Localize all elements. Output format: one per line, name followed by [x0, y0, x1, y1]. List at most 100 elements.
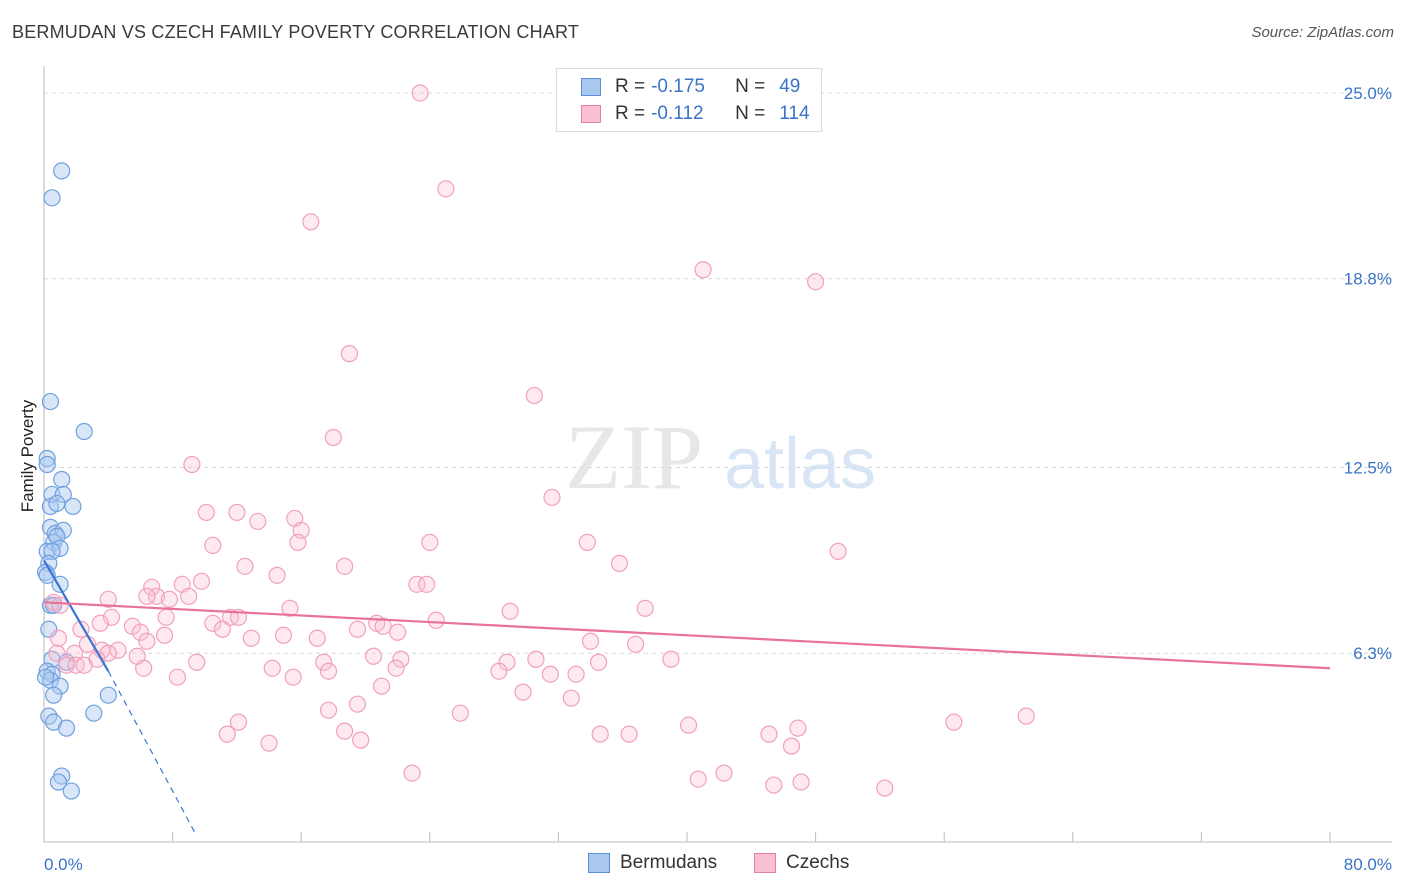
czech-point: [236, 557, 254, 575]
czech-point: [99, 590, 117, 608]
bermudan-point: [43, 189, 61, 207]
czech-point: [289, 533, 307, 551]
czech-point: [75, 656, 93, 674]
czech-point: [792, 773, 810, 791]
bermudan-point: [99, 686, 117, 704]
czech-point: [228, 503, 246, 522]
r-value: -0.175: [651, 76, 705, 97]
n-label: N =: [735, 76, 766, 97]
n-label: N =: [735, 103, 766, 124]
czech-point: [578, 533, 596, 551]
czech-point: [319, 662, 338, 680]
czech-point: [72, 620, 90, 638]
bermudan-point: [37, 668, 55, 686]
czech-point: [680, 716, 698, 734]
czech-point: [417, 575, 436, 593]
czech-point: [197, 503, 215, 522]
czech-point: [789, 719, 807, 737]
czech-point: [324, 428, 342, 447]
czech-point: [567, 665, 585, 683]
czech-point: [315, 653, 333, 671]
czech-point: [562, 689, 580, 707]
czech-point: [689, 770, 707, 788]
legend-item-bermudans[interactable]: Bermudans: [588, 852, 717, 874]
czech-point: [782, 737, 801, 755]
czech-point: [610, 554, 629, 572]
legend-item-czechs[interactable]: Czechs: [754, 852, 849, 874]
bermudan-trend-extension: [107, 670, 196, 834]
czech-point: [352, 731, 370, 749]
czech-point: [348, 620, 367, 638]
czech-point: [268, 566, 286, 584]
czech-point: [242, 629, 260, 647]
czech-point: [760, 725, 778, 743]
czech-point: [589, 653, 608, 671]
r-label: R =: [615, 103, 646, 124]
czech-point: [138, 587, 156, 605]
legend-row-bermudans: R = -0.175 N = 49: [581, 74, 800, 100]
czech-point: [543, 488, 561, 507]
czech-point: [336, 557, 354, 575]
legend-label: Bermudans: [620, 852, 718, 873]
czech-point: [715, 764, 733, 782]
bermudan-point: [75, 422, 93, 441]
czech-point: [135, 659, 153, 677]
bermudan-point: [38, 449, 56, 468]
czech-point: [527, 650, 545, 668]
czech-point: [57, 656, 76, 674]
bermudan-point: [64, 497, 82, 516]
czech-point: [260, 734, 278, 752]
bermudan-point: [85, 704, 103, 722]
r-label: R =: [615, 76, 646, 97]
bermudan-point: [38, 455, 56, 474]
czech-point: [392, 650, 410, 668]
legend-swatch-blue: [581, 78, 601, 96]
czech-point: [138, 632, 156, 650]
czech-trend-line: [43, 601, 1331, 670]
n-value: 114: [779, 103, 810, 124]
correlation-legend: R = -0.175 N = 49 R = -0.112 N = 114: [556, 68, 822, 132]
bermudan-point: [48, 494, 66, 513]
bermudan-point: [51, 677, 69, 695]
y-tick-label: 18.8%: [1344, 270, 1392, 289]
bermudan-point: [45, 686, 63, 704]
czech-point: [694, 261, 712, 279]
czech-point: [427, 611, 445, 629]
czech-point: [218, 725, 236, 743]
czech-point: [364, 647, 383, 665]
czech-point: [501, 602, 519, 620]
series-legend: Bermudans Czechs: [0, 852, 1406, 878]
x-tick-label: 0.0%: [44, 855, 83, 874]
czech-point: [541, 665, 559, 683]
source-label: Source: ZipAtlas.com: [1251, 24, 1394, 41]
czech-point: [49, 629, 68, 647]
bermudan-point: [49, 773, 68, 791]
y-tick-label: 25.0%: [1344, 84, 1392, 103]
czech-point: [421, 533, 439, 551]
bermudan-point: [54, 521, 72, 540]
czech-point: [183, 455, 201, 474]
czech-point: [319, 701, 338, 719]
czech-point: [514, 683, 532, 701]
czech-point: [281, 599, 299, 617]
czech-point: [147, 587, 166, 605]
bermudan-point: [62, 782, 80, 800]
czech-point: [204, 614, 222, 632]
czech-point: [155, 626, 174, 644]
bermudan-point: [38, 662, 56, 680]
czech-point: [374, 617, 392, 635]
czech-point: [302, 213, 320, 231]
czech-point: [51, 596, 69, 614]
bermudan-point: [41, 392, 60, 411]
bermudan-point: [57, 719, 76, 737]
x-tick-label: 80.0%: [1344, 855, 1392, 874]
czech-point: [876, 779, 894, 797]
czech-point: [387, 659, 405, 677]
y-tick-label: 12.5%: [1344, 458, 1392, 477]
czech-point: [213, 620, 232, 638]
czech-point: [168, 668, 187, 686]
legend-swatch-pink: [581, 105, 601, 123]
czech-point: [188, 653, 206, 671]
czech-point: [765, 776, 783, 794]
bermudan-point: [54, 485, 72, 504]
